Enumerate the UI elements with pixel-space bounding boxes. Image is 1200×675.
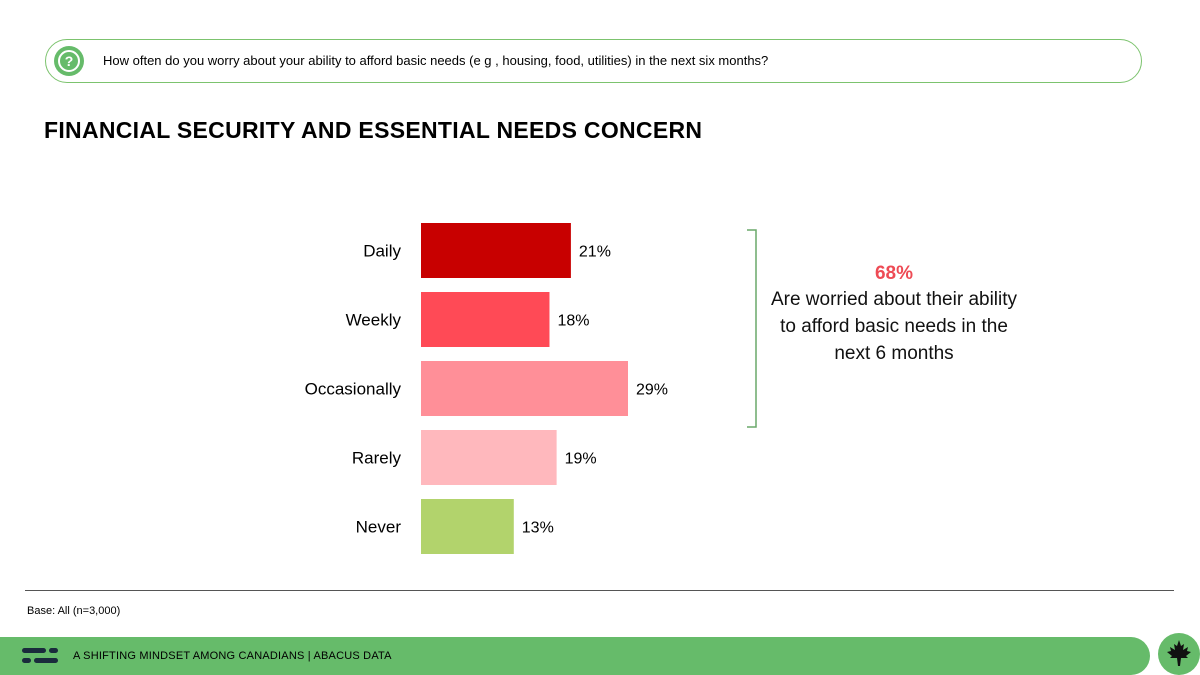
bar-rarely [421, 430, 557, 485]
callout-text: Are worried about their ability to affor… [770, 289, 1018, 364]
bar-weekly [421, 292, 550, 347]
value-label-occasionally: 29% [636, 382, 668, 399]
category-label-never: Never [356, 518, 402, 537]
category-label-daily: Daily [363, 242, 401, 261]
bar-never [421, 499, 514, 554]
question-circle-icon: ? [54, 46, 84, 76]
category-label-occasionally: Occasionally [305, 380, 402, 399]
maple-leaf-icon [1158, 633, 1200, 675]
footer-bar: A SHIFTING MINDSET AMONG CANADIANS | ABA… [0, 637, 1150, 675]
svg-text:?: ? [65, 53, 74, 69]
divider [25, 590, 1174, 591]
bar-occasionally [421, 361, 628, 416]
abacus-logo-icon [22, 645, 62, 667]
callout: 68% Are worried about their ability to a… [770, 262, 1018, 367]
category-label-weekly: Weekly [346, 311, 402, 330]
callout-bracket [747, 229, 757, 428]
chart-title: FINANCIAL SECURITY AND ESSENTIAL NEEDS C… [44, 117, 703, 143]
footer-text: A SHIFTING MINDSET AMONG CANADIANS | ABA… [73, 650, 392, 662]
value-label-rarely: 19% [565, 451, 597, 468]
question-text: How often do you worry about your abilit… [103, 53, 769, 68]
callout-percent: 68% [874, 263, 914, 284]
base-note: Base: All (n=3,000) [27, 605, 121, 617]
question-box: ? How often do you worry about your abil… [45, 39, 1142, 83]
bar-daily [421, 223, 571, 278]
value-label-never: 13% [522, 520, 554, 537]
category-label-rarely: Rarely [352, 449, 402, 468]
value-label-weekly: 18% [557, 313, 589, 330]
value-label-daily: 21% [579, 244, 611, 261]
